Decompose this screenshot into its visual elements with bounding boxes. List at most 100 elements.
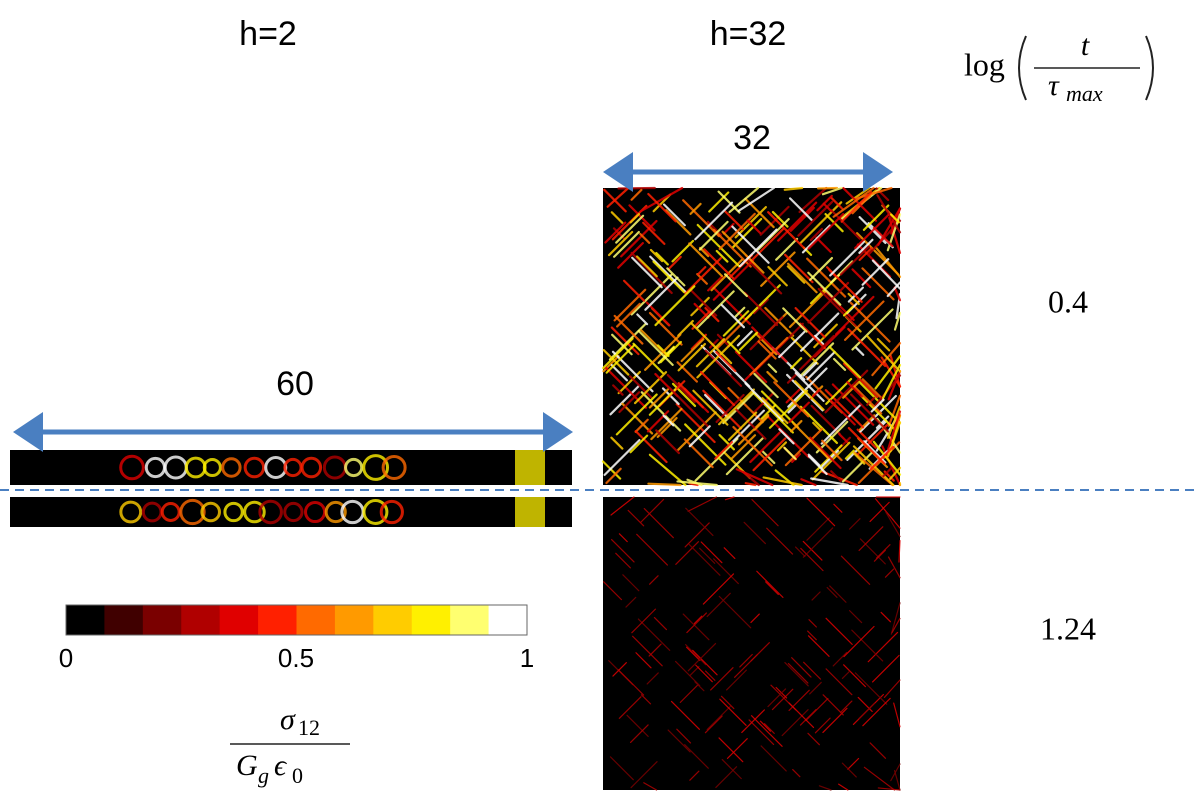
texture-stroke [617,669,645,696]
texture-stroke [702,573,735,605]
texture-stroke [818,785,832,791]
texture-stroke [704,349,743,387]
texture-stroke [871,259,902,290]
texture-stroke [750,715,783,747]
texture-stroke [718,595,752,629]
texture-stroke [685,644,707,666]
texture-stroke [722,310,750,337]
texture-stroke [813,325,846,358]
texture-stroke [858,702,875,720]
texture-stroke [838,783,849,791]
texture-stroke [861,378,885,402]
texture-stroke [682,199,721,238]
texture-stroke [789,197,813,222]
texture-stroke [822,202,833,213]
texture-stroke [702,389,743,430]
texture-stroke [762,476,803,487]
texture-stroke [662,203,686,227]
texture-stroke [612,384,624,396]
texture-stroke [753,415,770,431]
colorbar-cell [488,605,528,635]
texture-stroke [610,326,640,356]
texture-stroke [856,428,877,449]
texture-stroke [766,527,794,555]
texture-stroke [682,613,710,641]
texture-stroke [642,221,666,246]
time-value: 0.4 [1048,283,1088,319]
texture-stroke [787,403,798,414]
texture-stroke [688,543,721,576]
texture-stroke [842,381,860,399]
texture-stroke [655,429,681,455]
texture-stroke [885,511,901,538]
texture-stroke [637,329,674,366]
strip-ring [379,499,404,525]
texture-stroke [724,273,748,298]
strip-ring [200,501,221,523]
texture-stroke [833,357,847,372]
texture-stroke [634,418,649,433]
texture-stroke [684,423,727,466]
texture-stroke [799,322,826,350]
texture-stroke [800,547,824,572]
texture-stroke [776,441,788,452]
texture-stroke [637,618,671,651]
texture-stroke [734,350,768,384]
panel-texture [603,496,901,791]
texture-stroke [759,720,771,732]
texture-stroke [830,470,842,482]
texture-stroke [874,355,902,390]
texture-stroke [615,393,658,436]
strip-ring [243,456,266,479]
texture-stroke [676,728,692,744]
texture-stroke [721,759,742,780]
texture-stroke [690,333,707,350]
colorbar-denominator-sub: 0 [292,763,303,788]
texture-stroke [861,258,890,286]
texture-stroke [847,292,860,306]
colorbar [65,604,528,636]
texture-stroke [825,617,853,645]
texture-stroke [795,546,806,557]
texture-stroke [800,478,817,487]
texture-stroke [635,652,652,669]
colorbar-cell [450,605,490,635]
texture-stroke [811,441,851,481]
texture-stroke [807,213,845,250]
texture-stroke [749,316,784,351]
texture-stroke [765,581,779,596]
texture-stroke [833,503,843,513]
texture-stroke [686,612,707,634]
texture-stroke [809,436,842,470]
texture-stroke [695,338,726,368]
texture-stroke [720,304,745,329]
texture-stroke [640,391,682,432]
texture-stroke [699,547,716,564]
texture-stroke [743,291,779,327]
texture-stroke [799,405,839,445]
panel-background [603,497,900,790]
texture-stroke [850,393,890,433]
texture-stroke [806,257,847,298]
right-title: h=32 [710,15,787,53]
texture-stroke [763,723,775,734]
texture-stroke [813,323,838,349]
colorbar-tick-label: 0 [59,643,73,673]
texture-stroke [787,662,809,684]
texture-stroke [889,354,902,388]
texture-stroke [752,392,775,414]
texture-stroke [725,437,764,476]
texture-stroke [630,761,658,789]
texture-stroke [632,635,663,667]
texture-stroke [862,204,890,231]
texture-stroke [650,407,683,441]
texture-stroke [794,371,825,402]
texture-stroke [790,336,819,365]
texture-stroke [690,322,733,365]
texture-stroke [679,684,699,703]
texture-stroke [692,389,729,426]
texture-stroke [738,331,759,351]
strip-ring [202,457,222,478]
texture-stroke [649,575,659,585]
texture-stroke [869,445,895,471]
